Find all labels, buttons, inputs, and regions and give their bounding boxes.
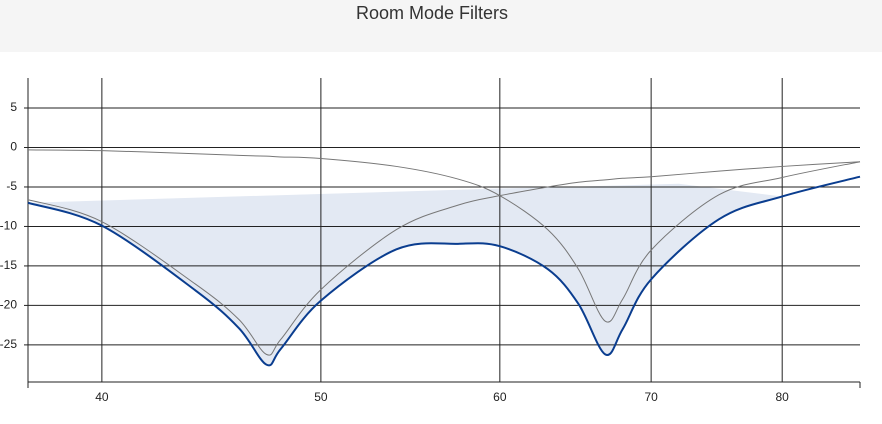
header-band: [0, 0, 882, 52]
curve: [27, 149, 861, 323]
y-tick-label: -25: [0, 337, 17, 351]
x-tick-label: 60: [493, 390, 507, 404]
curve: [27, 175, 861, 367]
curve: [27, 161, 861, 356]
x-tick-label: 70: [644, 390, 658, 404]
y-tick-label: -5: [6, 179, 17, 193]
shaded-area: [28, 183, 783, 366]
y-tick-label: -10: [0, 219, 17, 233]
chart-title: Room Mode Filters: [356, 3, 508, 23]
y-tick-label: 0: [10, 140, 17, 154]
y-tick-label: 5: [10, 100, 17, 114]
x-tick-label: 80: [776, 390, 790, 404]
y-tick-label: -20: [0, 298, 17, 312]
x-tick-label: 40: [95, 390, 109, 404]
y-tick-label: -15: [0, 258, 17, 272]
x-tick-label: 50: [314, 390, 328, 404]
